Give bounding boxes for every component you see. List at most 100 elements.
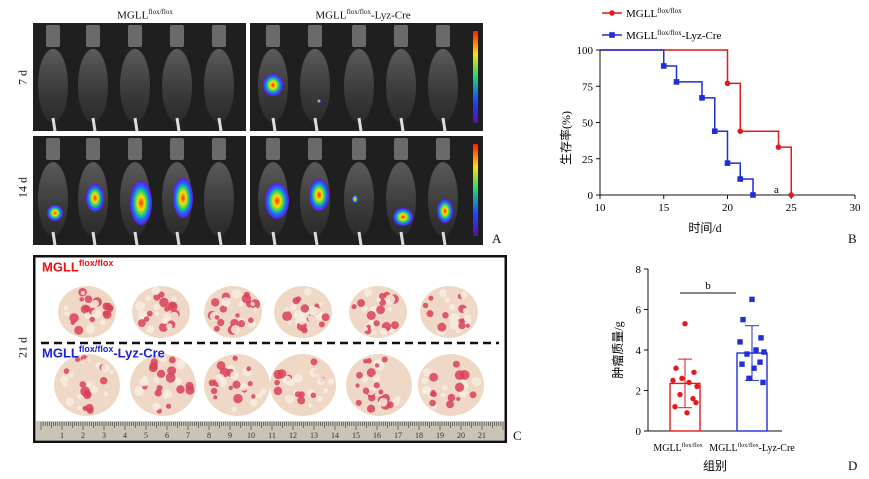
legend-marker-series-1 xyxy=(609,10,615,16)
signal-spot-8 xyxy=(309,179,329,211)
survival-line-1 xyxy=(600,49,792,195)
survival-point xyxy=(673,79,680,85)
label-control-group: MGLLflox/flox xyxy=(42,258,114,275)
y-tick-label: 4 xyxy=(636,345,642,357)
data-point xyxy=(760,379,766,386)
survival-point xyxy=(775,144,782,150)
ruler-number: 21 xyxy=(478,431,486,440)
data-point xyxy=(761,349,767,355)
y-tick-label: 0 xyxy=(588,190,594,202)
survival-point xyxy=(788,192,795,198)
mouse-1-10 xyxy=(428,25,458,132)
tumor-top-2 xyxy=(132,286,190,338)
data-point xyxy=(679,375,685,382)
data-point xyxy=(751,365,757,371)
panel-b-letter: B xyxy=(848,231,857,246)
data-point xyxy=(693,399,699,406)
ruler-number: 3 xyxy=(102,431,106,440)
ruler-number: 19 xyxy=(436,431,444,440)
survival-line-2 xyxy=(600,49,754,195)
x-tick-label: 10 xyxy=(595,202,607,214)
survival-point xyxy=(711,128,718,134)
x-tick-label: 30 xyxy=(850,202,862,214)
ruler-number: 17 xyxy=(394,431,402,440)
ruler-number: 7 xyxy=(186,431,190,440)
x-axis-label: 组别 xyxy=(703,459,727,473)
y-tick-label: 50 xyxy=(582,118,594,130)
x-tick-label: 15 xyxy=(658,202,670,214)
data-point xyxy=(744,351,750,357)
data-point xyxy=(677,391,683,398)
tumor-bottom-4 xyxy=(270,354,336,416)
ruler-number: 16 xyxy=(373,431,381,440)
tumor-top-5 xyxy=(349,286,407,338)
panel-a-letter: A xyxy=(492,231,502,246)
survival-point xyxy=(737,176,744,182)
mouse-1-5 xyxy=(204,25,234,132)
ruler-ticks: 1 2 3 4 5 6 7 8 9 10 11 12 13 14 15 16 17 18 19 20 21 xyxy=(40,422,504,440)
color-scale-7d xyxy=(473,31,478,123)
panel-c-letter: C xyxy=(513,428,522,443)
mouse-imaging-grid xyxy=(33,23,483,245)
ruler-number: 15 xyxy=(352,431,360,440)
signal-spot-4 xyxy=(86,184,104,212)
mouse-2-5 xyxy=(204,138,234,245)
mouse-1-1 xyxy=(38,25,68,132)
ruler-number: 1 xyxy=(60,431,64,440)
data-point xyxy=(758,335,764,341)
tumor-bottom-6 xyxy=(418,354,484,416)
ruler xyxy=(36,421,504,440)
signal-spot-2 xyxy=(317,99,321,103)
tumor-top-4 xyxy=(274,286,332,338)
signal-spot-5 xyxy=(130,181,152,225)
tumor-photo: 1 2 3 4 5 6 7 8 9 10 11 12 13 14 15 16 17 18 19 20 21 xyxy=(33,255,507,443)
y-tick-label: 0 xyxy=(636,426,642,438)
survival-point xyxy=(724,80,731,87)
data-point xyxy=(672,404,678,410)
y-tick-label: 2 xyxy=(636,386,642,398)
survival-chart: 生存率(%) 时间/d 0 25 50 75 100 10 15 20 25 30 MGLLflo… xyxy=(558,7,862,235)
data-point xyxy=(749,296,755,303)
ruler-number: 6 xyxy=(165,431,169,440)
data-point xyxy=(686,379,692,386)
signal-spot-11 xyxy=(437,199,453,223)
survival-point xyxy=(660,63,667,69)
y-tick-label: 100 xyxy=(577,45,594,57)
label-knockout-group: MGLLflox/flox-Lyz-Cre xyxy=(42,344,165,361)
mouse-1-8 xyxy=(344,25,374,132)
tumor-bottom-2 xyxy=(130,354,196,416)
ruler-number: 12 xyxy=(289,431,297,440)
survival-point xyxy=(750,192,756,198)
ruler-number: 14 xyxy=(331,431,339,440)
tumor-bottom-5 xyxy=(346,354,412,416)
tumor-weight-chart: 肿瘤质量/g 组别 0 2 4 6 8 b MGLLflox/flox MGLLflox… xyxy=(610,264,795,473)
data-point xyxy=(673,365,679,371)
row-label-7d: 7 d xyxy=(15,70,30,85)
x-axis-label: 时间/d xyxy=(688,221,721,235)
y-tick-label: 25 xyxy=(582,154,594,166)
legend-label-series-1: MGLLflox/flox xyxy=(626,7,682,20)
ruler-number: 20 xyxy=(457,431,465,440)
ruler-number: 5 xyxy=(144,431,148,440)
survival-point xyxy=(724,160,731,166)
signal-spot-3 xyxy=(47,205,63,221)
ruler-number: 2 xyxy=(81,431,85,440)
tumor-top-6 xyxy=(420,286,478,338)
panel-d-letter: D xyxy=(848,458,858,473)
ruler-number: 4 xyxy=(123,431,127,440)
data-point xyxy=(739,361,745,367)
data-point xyxy=(691,369,697,375)
data-point xyxy=(753,347,759,353)
data-point xyxy=(746,375,752,382)
legend-marker-series-2 xyxy=(609,32,615,38)
tumor-bottom-3 xyxy=(204,354,270,416)
signal-spot-9 xyxy=(352,195,358,203)
x-tick-label-2: MGLLflox/flox-Lyz-Cre xyxy=(709,442,795,454)
mouse-1-3 xyxy=(120,25,150,132)
row-label-21d: 21 d xyxy=(15,337,30,358)
tumor-specimens xyxy=(54,286,484,416)
mouse-1-2 xyxy=(78,25,108,132)
row-label-14d: 14 d xyxy=(15,177,30,198)
y-tick-label: 6 xyxy=(636,305,642,317)
mouse-2-8 xyxy=(344,138,374,245)
